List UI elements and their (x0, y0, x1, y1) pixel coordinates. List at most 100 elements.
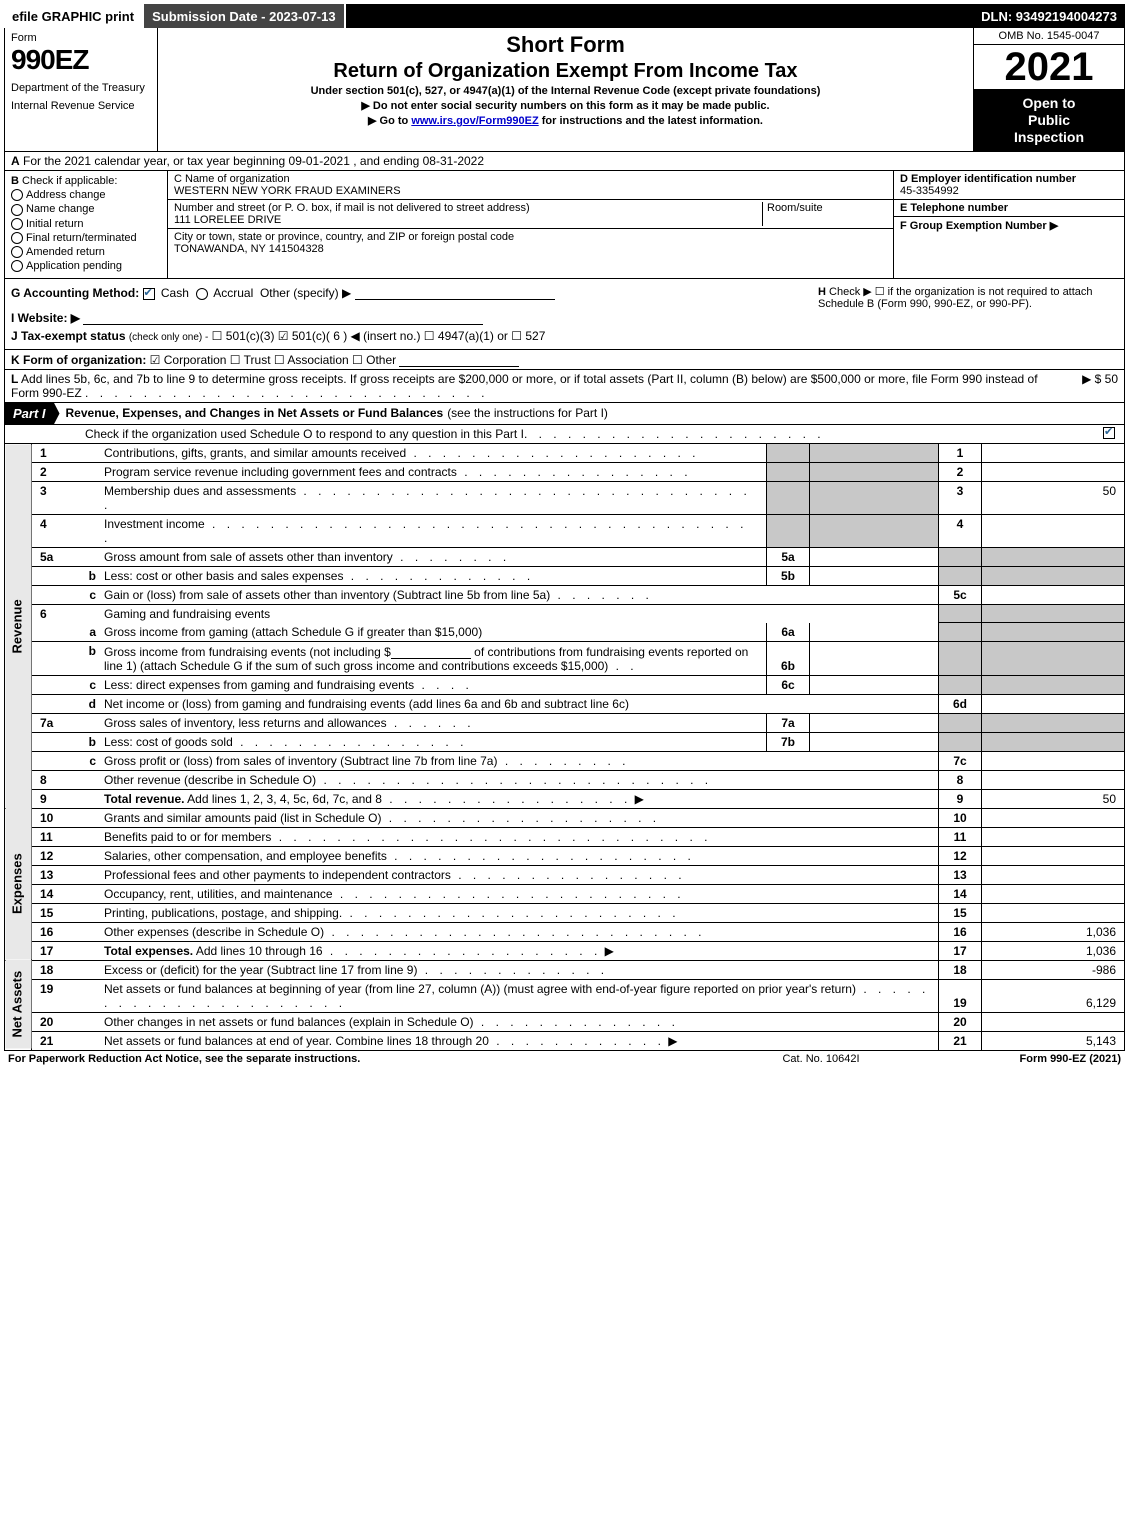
chk-application-pending[interactable] (11, 260, 23, 272)
lbl-cash: Cash (161, 286, 189, 300)
l19-val: 6,129 (982, 979, 1125, 1012)
l13-desc: Professional fees and other payments to … (104, 868, 451, 882)
line-3: 3 Membership dues and assessments . . . … (5, 481, 1124, 514)
line-6: 6 Gaming and fundraising events (5, 604, 1124, 623)
header-left: Form 990EZ Department of the Treasury In… (5, 28, 158, 151)
g-other-field[interactable] (355, 285, 555, 300)
header-center: Short Form Return of Organization Exempt… (158, 28, 973, 151)
l7c-num: 7c (939, 751, 982, 770)
l8-desc: Other revenue (describe in Schedule O) (104, 773, 316, 787)
lbl-address-change: Address change (26, 189, 106, 201)
line-11: 11 Benefits paid to or for members . . .… (5, 827, 1124, 846)
l5a-mini: 5a (767, 547, 810, 566)
l-label: L (11, 372, 18, 386)
irs-link[interactable]: www.irs.gov/Form990EZ (411, 115, 538, 127)
l6a-mini: 6a (767, 623, 810, 642)
l7b-desc: Less: cost of goods sold (104, 735, 233, 749)
line-10: Expenses 10 Grants and similar amounts p… (5, 808, 1124, 827)
l13-num: 13 (939, 865, 982, 884)
part1-check-text: Check if the organization used Schedule … (85, 427, 524, 441)
l17-num: 17 (939, 941, 982, 960)
dept-irs: Internal Revenue Service (11, 100, 151, 112)
l21-num: 21 (939, 1031, 982, 1050)
l17-val: 1,036 (982, 941, 1125, 960)
lbl-final-return: Final return/terminated (26, 232, 137, 244)
l14-desc: Occupancy, rent, utilities, and maintena… (104, 887, 333, 901)
l18-desc: Excess or (deficit) for the year (Subtra… (104, 963, 417, 977)
col-d: D Employer identification number 45-3354… (893, 171, 1124, 278)
l7b-mini: 7b (767, 732, 810, 751)
header-right: OMB No. 1545-0047 2021 Open to Public In… (973, 28, 1124, 151)
l2-val (982, 462, 1125, 481)
line-5b: b Less: cost or other basis and sales ex… (5, 566, 1124, 585)
line-4: 4 Investment income . . . . . . . . . . … (5, 514, 1124, 547)
footer-right: Form 990-EZ (2021) (921, 1053, 1121, 1065)
l6d-num: 6d (939, 694, 982, 713)
l4-desc: Investment income (104, 517, 205, 531)
l11-num: 11 (939, 827, 982, 846)
part1-check-box[interactable] (1103, 427, 1115, 439)
line-16: 16 Other expenses (describe in Schedule … (5, 922, 1124, 941)
l2-desc: Program service revenue including govern… (104, 465, 457, 479)
main-title: Return of Organization Exempt From Incom… (166, 60, 965, 83)
l18-num: 18 (939, 960, 982, 979)
subtitle-3: ▶ Go to www.irs.gov/Form990EZ for instru… (166, 114, 965, 127)
k-other-field[interactable] (399, 352, 519, 367)
row-a: A For the 2021 calendar year, or tax yea… (5, 152, 1124, 171)
lbl-accrual: Accrual (213, 286, 253, 300)
f-label: F Group Exemption Number ▶ (900, 220, 1058, 232)
dept-treasury: Department of the Treasury (11, 82, 151, 94)
chk-address-change[interactable] (11, 189, 23, 201)
line-19: 19 Net assets or fund balances at beginn… (5, 979, 1124, 1012)
chk-initial-return[interactable] (11, 218, 23, 230)
l6d-desc: Net income or (loss) from gaming and fun… (104, 697, 629, 711)
l7c-val (982, 751, 1125, 770)
top-bar: efile GRAPHIC print Submission Date - 20… (4, 4, 1125, 28)
l-value: ▶ $ 50 (1038, 372, 1118, 400)
chk-name-change[interactable] (11, 204, 23, 216)
l8-val (982, 770, 1125, 789)
row-l: L Add lines 5b, 6c, and 7b to line 9 to … (5, 370, 1124, 403)
line-6b: b Gross income from fundraising events (… (5, 641, 1124, 675)
city-value: TONAWANDA, NY 141504328 (174, 243, 887, 255)
k-opts: ☑ Corporation ☐ Trust ☐ Association ☐ Ot… (150, 353, 396, 367)
l6c-desc: Less: direct expenses from gaming and fu… (104, 678, 414, 692)
lbl-amended-return: Amended return (26, 246, 105, 258)
footer-right-pre: Form (1020, 1053, 1051, 1065)
chk-cash[interactable] (143, 288, 155, 300)
lines-table: Revenue 1 Contributions, gifts, grants, … (5, 444, 1124, 1050)
room-suite: Room/suite (762, 202, 887, 226)
j-sub: (check only one) - (129, 332, 208, 343)
part1-header: Part I Revenue, Expenses, and Changes in… (5, 403, 1124, 425)
open-to-public-box: Open to Public Inspection (974, 89, 1124, 151)
l6d-val (982, 694, 1125, 713)
open2: Public (1028, 112, 1070, 128)
line-13: 13 Professional fees and other payments … (5, 865, 1124, 884)
line-21: 21 Net assets or fund balances at end of… (5, 1031, 1124, 1050)
chk-final-return[interactable] (11, 232, 23, 244)
website-field[interactable] (83, 310, 483, 325)
l5b-desc: Less: cost or other basis and sales expe… (104, 569, 343, 583)
line-7c: c Gross profit or (loss) from sales of i… (5, 751, 1124, 770)
part1-rest: (see the instructions for Part I) (443, 403, 1124, 423)
efile-print-label: efile GRAPHIC print (4, 4, 144, 28)
l20-num: 20 (939, 1012, 982, 1031)
submission-date-label: Submission Date - 2023-07-13 (144, 4, 346, 28)
l15-val (982, 903, 1125, 922)
l3-num: 3 (939, 481, 982, 514)
open1: Open to (1023, 95, 1076, 111)
l1-desc: Contributions, gifts, grants, and simila… (104, 446, 406, 460)
line-5c: c Gain or (loss) from sale of assets oth… (5, 585, 1124, 604)
chk-accrual[interactable] (196, 288, 208, 300)
h-label: H (818, 286, 826, 298)
l11-desc: Benefits paid to or for members (104, 830, 271, 844)
l6b-amount-field[interactable] (391, 644, 471, 659)
part1-title: Revenue, Expenses, and Changes in Net As… (66, 403, 444, 423)
chk-amended-return[interactable] (11, 246, 23, 258)
line-9: 9 Total revenue. Total revenue. Add line… (5, 789, 1124, 808)
row-a-label: A (11, 154, 20, 168)
l16-val: 1,036 (982, 922, 1125, 941)
col-b-intro: Check if applicable: (22, 175, 117, 187)
e-label: E Telephone number (900, 202, 1008, 214)
tax-year: 2021 (974, 45, 1124, 89)
